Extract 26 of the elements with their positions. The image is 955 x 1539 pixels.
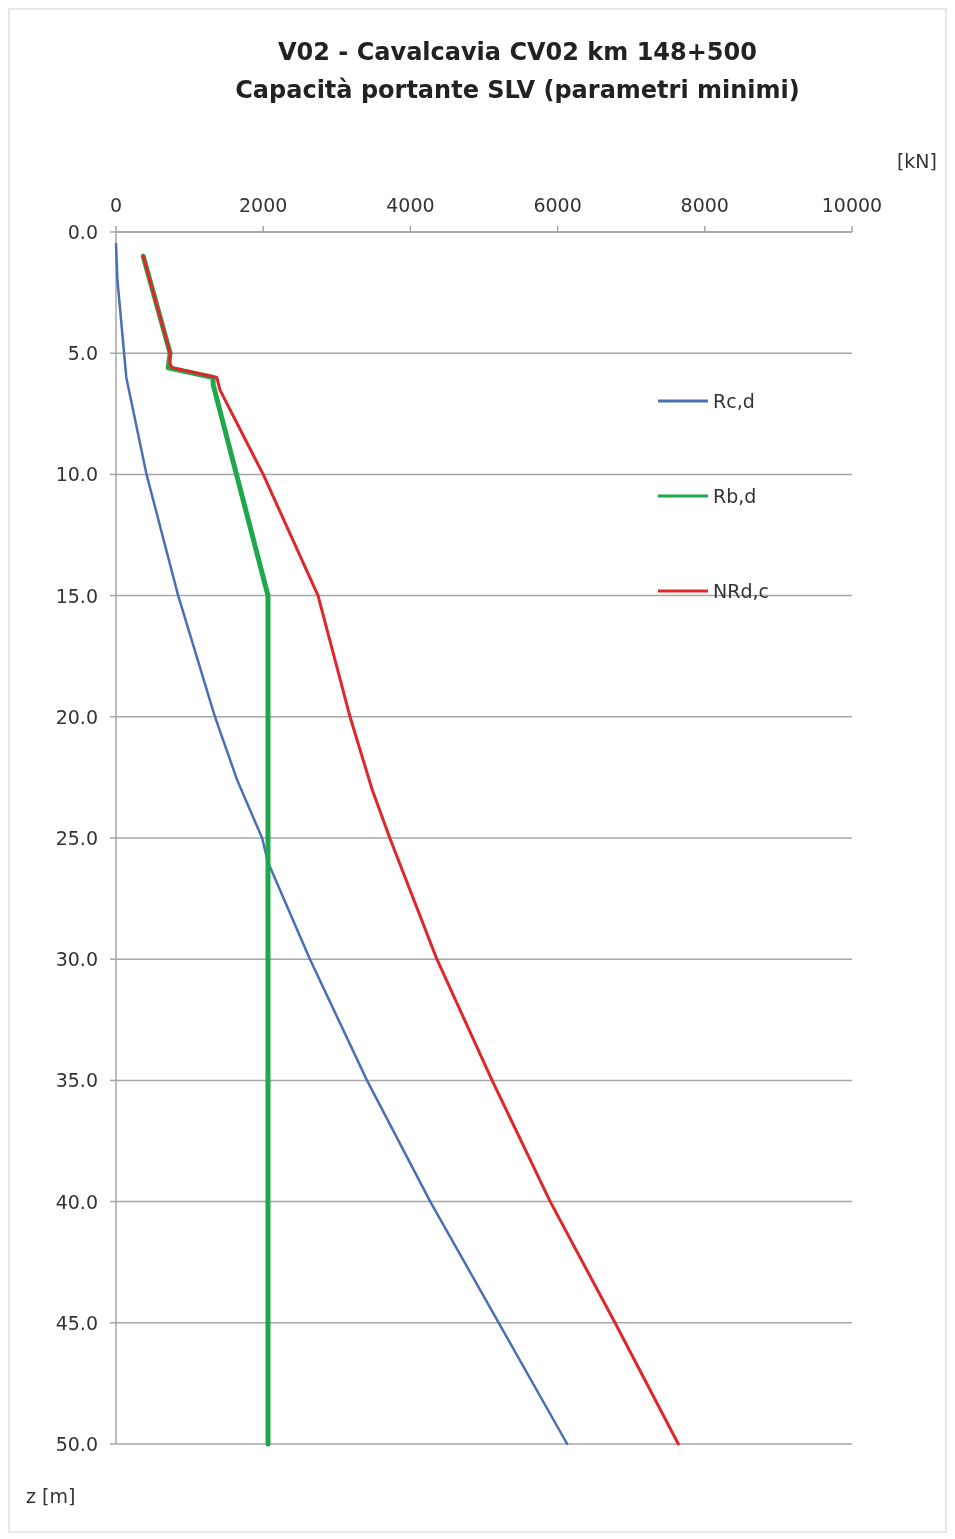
y-tick-label: 5.0 [67,342,98,365]
y-tick-label: 40.0 [55,1190,98,1213]
line-series [114,242,569,1446]
legend-label: NRd,c [713,580,769,602]
legend-label: Rb,d [713,485,757,507]
y-tick-label: 0.0 [67,221,98,243]
y-tick-label: 15.0 [55,584,98,607]
y-tick-label: 45.0 [55,1311,98,1334]
line-series [141,254,680,1446]
chart-title: V02 - Cavalcavia CV02 km 148+500 [278,38,757,66]
y-tick-label: 35.0 [55,1069,98,1092]
x-tick-label: 8000 [680,194,729,216]
y-axis-title: z [m] [26,1485,76,1507]
legend-label: Rc,d [713,390,755,412]
x-tick-label: 10000 [821,194,883,216]
y-tick-label: 10.0 [55,463,98,486]
y-tick-label: 30.0 [55,948,98,971]
x-tick-label: 0 [109,194,123,216]
y-tick-label: 20.0 [55,705,98,728]
x-tick-label: 4000 [386,194,435,216]
chart-subtitle: Capacità portante SLV (parametri minimi) [235,76,800,104]
x-axis-title: [kN] [896,150,937,172]
x-tick-label: 2000 [239,194,288,216]
y-tick-label: 50.0 [55,1433,98,1455]
x-tick-label: 6000 [533,194,582,216]
y-tick-label: 25.0 [55,827,98,849]
